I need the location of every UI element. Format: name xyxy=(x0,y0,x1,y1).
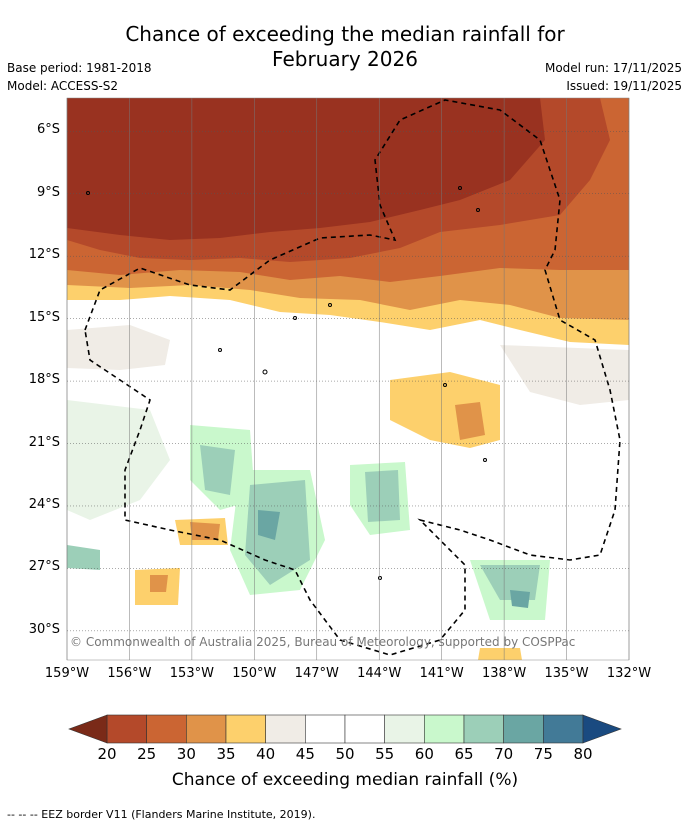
issued-date: Issued: 19/11/2025 xyxy=(566,79,682,93)
colorbar-segment xyxy=(424,714,465,744)
patch-65-b xyxy=(245,480,310,585)
lat-label: 24°S xyxy=(28,496,60,512)
map-fill xyxy=(67,98,629,660)
base-period: Base period: 1981-2018 xyxy=(7,61,152,75)
colorbar-segment xyxy=(186,714,227,744)
lat-label: 27°S xyxy=(28,559,60,575)
colorbar-tick-label: 40 xyxy=(256,745,276,763)
colorbar-title: Chance of exceeding median rainfall (%) xyxy=(171,770,519,790)
lon-label: 144°W xyxy=(357,666,402,681)
island xyxy=(86,191,90,195)
patch-65-d xyxy=(480,565,540,600)
eez-border xyxy=(84,99,621,656)
colorbar-tick-label: 80 xyxy=(573,745,593,763)
colorbar-segment xyxy=(106,714,147,744)
colorbar-tick-label: 55 xyxy=(375,745,395,763)
patch-55-a xyxy=(67,400,170,520)
lat-label: 18°S xyxy=(28,372,60,388)
patch-70-d xyxy=(510,590,530,608)
island xyxy=(262,369,268,375)
lon-label: 147°W xyxy=(294,666,339,681)
colorbar-high-extend xyxy=(582,714,622,744)
colorbar-segment xyxy=(463,714,504,744)
model-name: Model: ACCESS-S2 xyxy=(7,79,119,93)
lat-label: 12°S xyxy=(28,247,60,263)
patch-45-b xyxy=(500,345,629,405)
colorbar-tick-label: 20 xyxy=(97,745,117,763)
model-run: Model run: 17/11/2025 xyxy=(544,61,682,75)
colorbar-segment xyxy=(225,714,266,744)
chart-title: Chance of exceeding the median rainfall … xyxy=(0,22,690,72)
copyright: © Commonwealth of Australia 2025, Bureau… xyxy=(70,635,575,649)
colorbar-segment xyxy=(503,714,544,744)
colorbar-tick-label: 60 xyxy=(414,745,434,763)
band-below-20 xyxy=(67,98,545,240)
patch-70-b xyxy=(258,510,280,540)
colorbar-low-extend xyxy=(68,714,108,744)
lon-label: 156°W xyxy=(107,666,152,681)
island xyxy=(378,576,382,580)
lat-label: 15°S xyxy=(28,309,60,325)
patch-65-c xyxy=(365,470,400,522)
island xyxy=(458,186,462,190)
island xyxy=(293,316,297,320)
colorbar-segment xyxy=(543,714,584,744)
patch-65-e xyxy=(67,545,100,570)
colorbar-tick-label: 75 xyxy=(533,745,553,763)
colorbar-segment xyxy=(305,714,346,744)
patch-30-f xyxy=(150,575,168,592)
footnote: -- -- -- EEZ border V11 (Flanders Marine… xyxy=(7,808,316,821)
colorbar-segment xyxy=(146,714,187,744)
colorbar-segment xyxy=(384,714,425,744)
meta-right: Model run: 17/11/2025 Issued: 19/11/2025 xyxy=(545,59,682,95)
lat-label: 9°S xyxy=(36,184,60,200)
colorbar-tick-label: 50 xyxy=(335,745,355,763)
lon-label: 153°W xyxy=(169,666,214,681)
lon-label: 138°W xyxy=(482,666,527,681)
lon-label: 150°W xyxy=(232,666,277,681)
colorbar-segment xyxy=(344,714,385,744)
lon-label: 132°W xyxy=(606,666,652,681)
colorbar xyxy=(68,714,622,744)
islands xyxy=(86,186,487,580)
meta-left: Base period: 1981-2018 Model: ACCESS-S2 xyxy=(7,59,152,95)
title-line-1: Chance of exceeding the median rainfall … xyxy=(125,22,565,46)
island xyxy=(443,383,447,387)
island xyxy=(218,348,222,352)
colorbar-tick-label: 65 xyxy=(454,745,474,763)
lon-label: 135°W xyxy=(544,666,589,681)
island xyxy=(328,303,332,307)
title-line-2: February 2026 xyxy=(272,47,418,71)
patch-45-a xyxy=(67,325,170,370)
lon-label: 141°W xyxy=(419,666,464,681)
colorbar-tick-label: 70 xyxy=(494,745,514,763)
lon-label: 159°W xyxy=(44,666,90,681)
patch-65-a xyxy=(200,445,235,495)
patch-35-g xyxy=(478,648,522,660)
patch-30-c xyxy=(455,402,485,440)
lat-label: 30°S xyxy=(28,621,60,637)
colorbar-tick-label: 45 xyxy=(295,745,315,763)
colorbar-segment xyxy=(265,714,306,744)
island xyxy=(483,458,487,462)
gridlines xyxy=(66,98,630,660)
colorbar-tick-label: 30 xyxy=(176,745,196,763)
colorbar-tick-label: 35 xyxy=(216,745,236,763)
island xyxy=(476,208,480,212)
lat-label: 21°S xyxy=(28,434,60,450)
lat-label: 6°S xyxy=(36,122,60,138)
colorbar-tick-label: 25 xyxy=(137,745,157,763)
